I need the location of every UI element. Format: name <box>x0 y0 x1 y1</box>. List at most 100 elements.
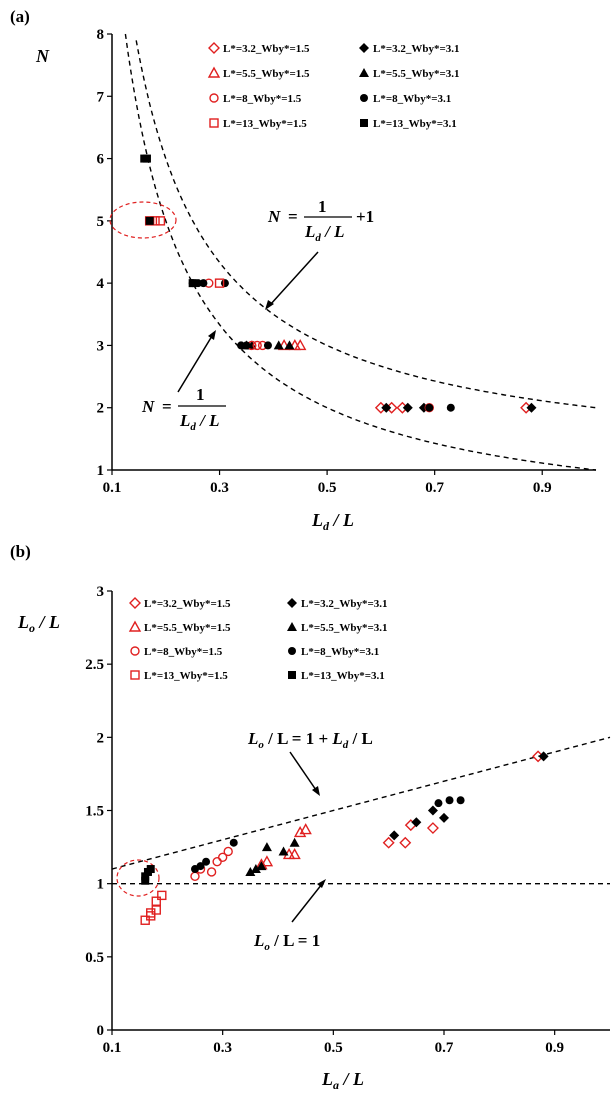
panel-b-legend-label: L*=13_Wby*=3.1 <box>301 670 385 682</box>
panel-b-highlight-ellipse <box>116 859 160 897</box>
chart-panel-a: (a) N Ld / L 1 2 3 4 5 6 7 8 0.1 0.3 0.5 0.7 0.9 N =… <box>10 7 597 533</box>
panel-a-legend-label: L*=8_Wby*=3.1 <box>373 93 451 105</box>
panel-a-y-tick-label: 5 <box>97 214 105 230</box>
panel-b-data-point <box>456 796 465 805</box>
panel-b-data-points <box>140 750 549 925</box>
svg-text:Ld / L: Ld / L <box>304 222 345 244</box>
panel-b-data-point <box>223 846 233 857</box>
panel-a-data-point <box>277 338 291 351</box>
panel-b-y-tick-label: 1.5 <box>85 804 104 820</box>
panel-a-y-tick-label: 2 <box>97 401 105 417</box>
panel-a-legend-label: L*=13_Wby*=3.1 <box>373 118 457 130</box>
panel-b-data-point <box>288 847 301 860</box>
panel-b-data-point <box>289 837 300 847</box>
panel-b-data-point <box>299 823 312 835</box>
panel-a-legend-label: L*=3.2_Wby*=1.5 <box>223 43 310 55</box>
panel-b-legend-label: L*=5.5_Wby*=3.1 <box>301 622 388 634</box>
panel-b-data-point <box>141 872 150 881</box>
panel-b-data-point <box>196 862 205 871</box>
panel-a-reference-curves <box>124 33 597 471</box>
panel-a-arrowhead-upper <box>265 300 274 310</box>
panel-b-data-point <box>190 871 200 882</box>
panel-a-legend-marker <box>360 94 368 102</box>
panel-a-axes: 1 2 3 4 5 6 7 8 0.1 0.3 0.5 0.7 0.9 <box>97 27 596 496</box>
panel-b-legend-marker <box>287 622 297 631</box>
panel-a-data-point <box>188 279 197 288</box>
panel-b-y-tick-label: 0 <box>97 1023 105 1039</box>
panel-a-arrow-upper <box>269 251 319 306</box>
panel-a-legend-marker <box>208 42 220 54</box>
svg-text:=: = <box>288 207 298 226</box>
panel-a-arrow-lower <box>177 335 213 393</box>
panel-b-data-point <box>250 864 261 874</box>
panel-b-data-point <box>229 838 238 847</box>
panel-a-y-tick-label: 6 <box>97 152 105 168</box>
panel-a-curve-label-lower: N = 1 Ld / L <box>141 385 226 433</box>
panel-b-arrow-lower <box>291 883 323 923</box>
svg-text:1: 1 <box>196 385 205 404</box>
svg-text:=: = <box>162 397 172 416</box>
panel-b-data-point <box>293 826 307 838</box>
panel-b-data-point <box>202 857 211 866</box>
panel-b-legend: L*=3.2_Wby*=1.5 L*=3.2_Wby*=3.1 L*=5.5_Wby… <box>128 597 388 682</box>
panel-a-data-point <box>294 338 307 351</box>
panel-b-x-tick-label: 0.9 <box>545 1040 564 1056</box>
panel-b-x-axis-label: La / L <box>321 1069 364 1092</box>
panel-b-y-tick-label: 0.5 <box>85 950 104 966</box>
panel-a-dashed-curve-0 <box>135 40 597 409</box>
panel-b-legend-label: L*=8_Wby*=1.5 <box>144 646 223 658</box>
panel-a-x-tick-label: 0.5 <box>318 480 337 496</box>
panel-b-y-axis-label: Lo / L <box>17 612 60 635</box>
panel-a-y-axis-label: N <box>35 46 50 66</box>
panel-b-legend-label: L*=13_Wby*=1.5 <box>144 670 228 682</box>
panel-b-axes: 0 0.5 1 1.5 2 2.5 3 0.1 0.3 0.5 0.7 0.9 <box>85 584 610 1056</box>
panel-a-data-point <box>402 402 413 413</box>
panel-a-data-point <box>526 402 537 413</box>
panel-a-data-point <box>273 340 284 350</box>
panel-b-y-tick-label: 1 <box>97 877 105 893</box>
svg-text:N: N <box>267 207 281 226</box>
svg-text:Ld / L: Ld / L <box>179 411 220 433</box>
panel-b-data-point <box>146 865 155 874</box>
panel-b-data-point <box>382 836 395 849</box>
panel-a-legend-marker <box>359 68 369 77</box>
panel-b-legend-label: L*=5.5_Wby*=1.5 <box>144 622 231 634</box>
panel-b-data-point <box>261 842 272 852</box>
panel-a-data-point <box>242 341 251 350</box>
chart-panel-b: (b) Lo / L La / L 0 0.5 1 1.5 2 2.5 3 0.1 0.3 0.5… <box>10 542 611 1092</box>
panel-b-label: (b) <box>10 542 31 561</box>
panel-b-data-point <box>151 905 161 915</box>
panel-a-data-point <box>425 403 434 412</box>
panel-b-data-point <box>411 817 422 828</box>
panel-a-x-tick-label: 0.7 <box>425 480 444 496</box>
panel-a-y-tick-label: 7 <box>97 89 105 105</box>
panel-b-legend-marker <box>128 620 142 632</box>
panel-a-data-points <box>140 154 537 414</box>
panel-b-data-point <box>256 861 267 871</box>
panel-b-line-label-lower: Lo / L = 1 <box>253 931 320 953</box>
panel-a-legend-marker <box>207 66 221 78</box>
panel-b-x-tick-label: 0.3 <box>213 1040 232 1056</box>
panel-b-data-point <box>157 890 167 901</box>
panel-a-legend-marker <box>360 119 368 127</box>
panel-a-data-point <box>145 216 154 225</box>
panel-a-data-point <box>284 340 295 350</box>
panel-b-data-point <box>217 852 228 863</box>
panel-b-data-point <box>206 867 217 877</box>
panel-b-x-tick-label: 0.5 <box>324 1040 343 1056</box>
panel-a-legend: L*=3.2_Wby*=1.5 L*=3.2_Wby*=3.1 L*=5.5_Wby… <box>207 42 460 130</box>
panel-b-y-tick-label: 2 <box>97 730 105 746</box>
panel-a-data-point <box>263 341 272 350</box>
panel-a-data-point <box>381 402 392 413</box>
panel-a-data-point <box>214 278 225 288</box>
panel-b-data-point <box>212 857 222 867</box>
panel-b-legend-label: L*=8_Wby*=3.1 <box>301 646 379 658</box>
panel-b-arrow-upper <box>289 751 317 791</box>
panel-b-legend-marker <box>288 671 296 679</box>
panel-a-x-tick-label: 0.9 <box>533 480 552 496</box>
panel-a-data-point <box>155 216 166 226</box>
panel-b-legend-marker <box>130 646 140 656</box>
panel-b-legend-marker <box>288 647 296 655</box>
panel-b-line-label-upper: Lo / L = 1 + Ld / L <box>247 729 373 751</box>
